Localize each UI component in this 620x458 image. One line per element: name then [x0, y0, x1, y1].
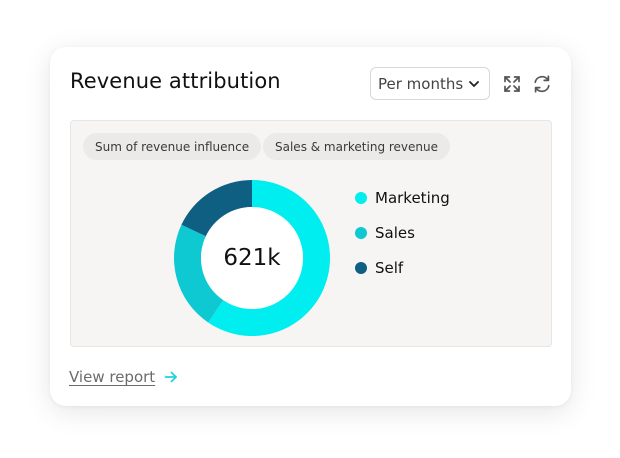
legend-dot-icon [355, 261, 367, 274]
legend-item-self[interactable]: Self [355, 250, 450, 285]
arrow-right-icon [164, 371, 178, 383]
chevron-down-icon [469, 81, 479, 87]
donut-slice-sales[interactable] [174, 224, 224, 323]
revenue-attribution-card: Revenue attribution Per months Sum of re… [50, 47, 571, 406]
legend-item-sales[interactable]: Sales [355, 215, 450, 250]
donut-slice-self[interactable] [181, 180, 252, 237]
chart-legend: Marketing Sales Self [355, 180, 450, 285]
chip-sales-marketing-revenue[interactable]: Sales & marketing revenue [263, 133, 451, 160]
view-report-link[interactable]: View report [69, 368, 178, 386]
chip-sum-of-revenue-influence[interactable]: Sum of revenue influence [83, 133, 262, 160]
donut-hole [201, 207, 303, 309]
donut-svg [174, 180, 330, 336]
legend-dot-icon [355, 191, 367, 204]
card-title: Revenue attribution [70, 69, 281, 93]
legend-item-marketing[interactable]: Marketing [355, 180, 450, 215]
donut-slice-marketing[interactable] [208, 180, 330, 336]
view-report-label: View report [69, 368, 156, 386]
period-select-value: Per months [378, 74, 464, 93]
expand-icon[interactable] [501, 73, 523, 95]
legend-label: Sales [375, 223, 415, 242]
legend-label: Marketing [375, 188, 450, 207]
legend-label: Self [375, 258, 404, 277]
period-select[interactable]: Per months [370, 67, 490, 100]
refresh-icon[interactable] [531, 73, 553, 95]
donut-center-value: 621k [223, 245, 281, 271]
chart-panel: Sum of revenue influence Sales & marketi… [70, 120, 552, 347]
legend-dot-icon [355, 226, 367, 239]
donut-chart: 621k [173, 179, 331, 337]
